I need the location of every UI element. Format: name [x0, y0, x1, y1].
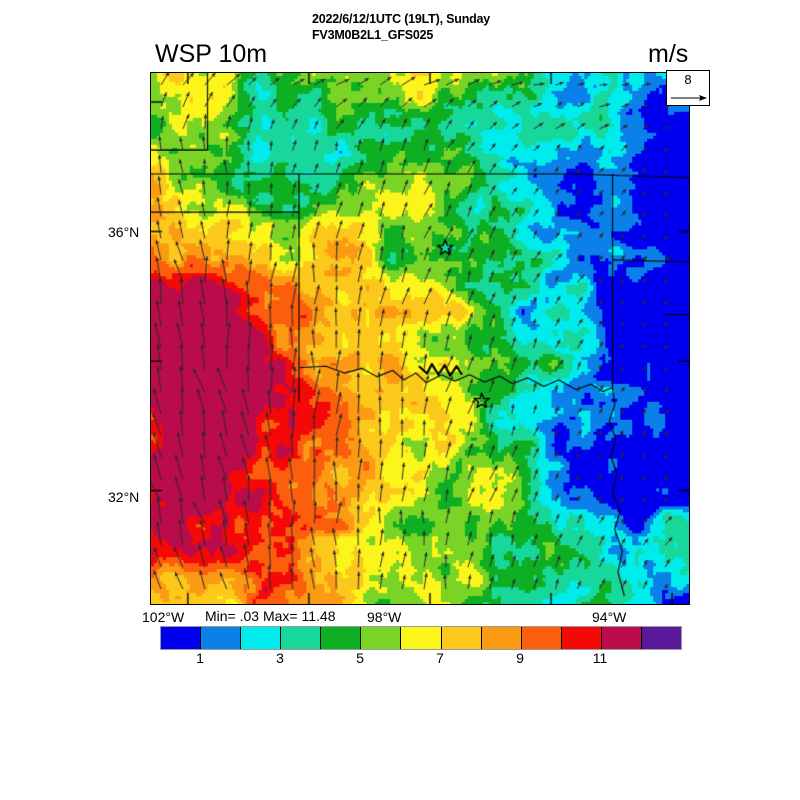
colorbar-tick-3: 3 — [276, 650, 284, 666]
colorbar-tick-9: 9 — [516, 650, 524, 666]
reference-vector-legend: 8 — [666, 70, 710, 106]
longitude-tick-94w: 94°W — [592, 609, 627, 625]
colorbar-swatch-light-blue — [201, 627, 242, 649]
reference-vector-value: 8 — [684, 72, 692, 87]
colorbar-swatch-purple — [641, 627, 682, 649]
title-datetime: 2022/6/12/1UTC (19LT), Sunday — [312, 12, 491, 26]
colorbar-tick-labels: 1 3 5 7 9 11 — [160, 650, 682, 670]
colorbar — [160, 626, 682, 650]
colorbar-swatch-crimson — [601, 627, 642, 649]
colorbar-swatch-spring-green — [281, 627, 322, 649]
title-model-id: FV3M0B2L1_GFS025 — [312, 28, 434, 42]
colorbar-swatch-orange — [481, 627, 522, 649]
right-arrow-icon — [671, 95, 707, 101]
colorbar-tick-7: 7 — [436, 650, 444, 666]
weather-map[interactable] — [150, 72, 690, 605]
colorbar-swatch-cyan — [241, 627, 282, 649]
latitude-tick-36n: 36°N — [108, 224, 140, 240]
colorbar-swatch-red — [561, 627, 602, 649]
colorbar-swatch-yellow — [401, 627, 442, 649]
page-title: WSP 10m — [155, 40, 268, 68]
colorbar-tick-5: 5 — [356, 650, 364, 666]
longitude-tick-98w: 98°W — [367, 609, 402, 625]
colorbar-swatch-gold — [441, 627, 482, 649]
longitude-tick-102w: 102°W — [142, 609, 185, 625]
colorbar-tick-11: 11 — [592, 650, 608, 666]
wind-speed-contour-canvas — [151, 73, 689, 604]
units-label: m/s — [648, 40, 689, 68]
colorbar-swatch-yellow-green — [361, 627, 402, 649]
colorbar-swatch-green — [321, 627, 362, 649]
colorbar-tick-1: 1 — [196, 650, 204, 666]
colorbar-swatch-blue — [161, 627, 202, 649]
latitude-tick-32n: 32°N — [108, 489, 140, 505]
min-max-statistics: Min= .03 Max= 11.48 — [205, 608, 336, 624]
colorbar-swatch-orange-red — [521, 627, 562, 649]
